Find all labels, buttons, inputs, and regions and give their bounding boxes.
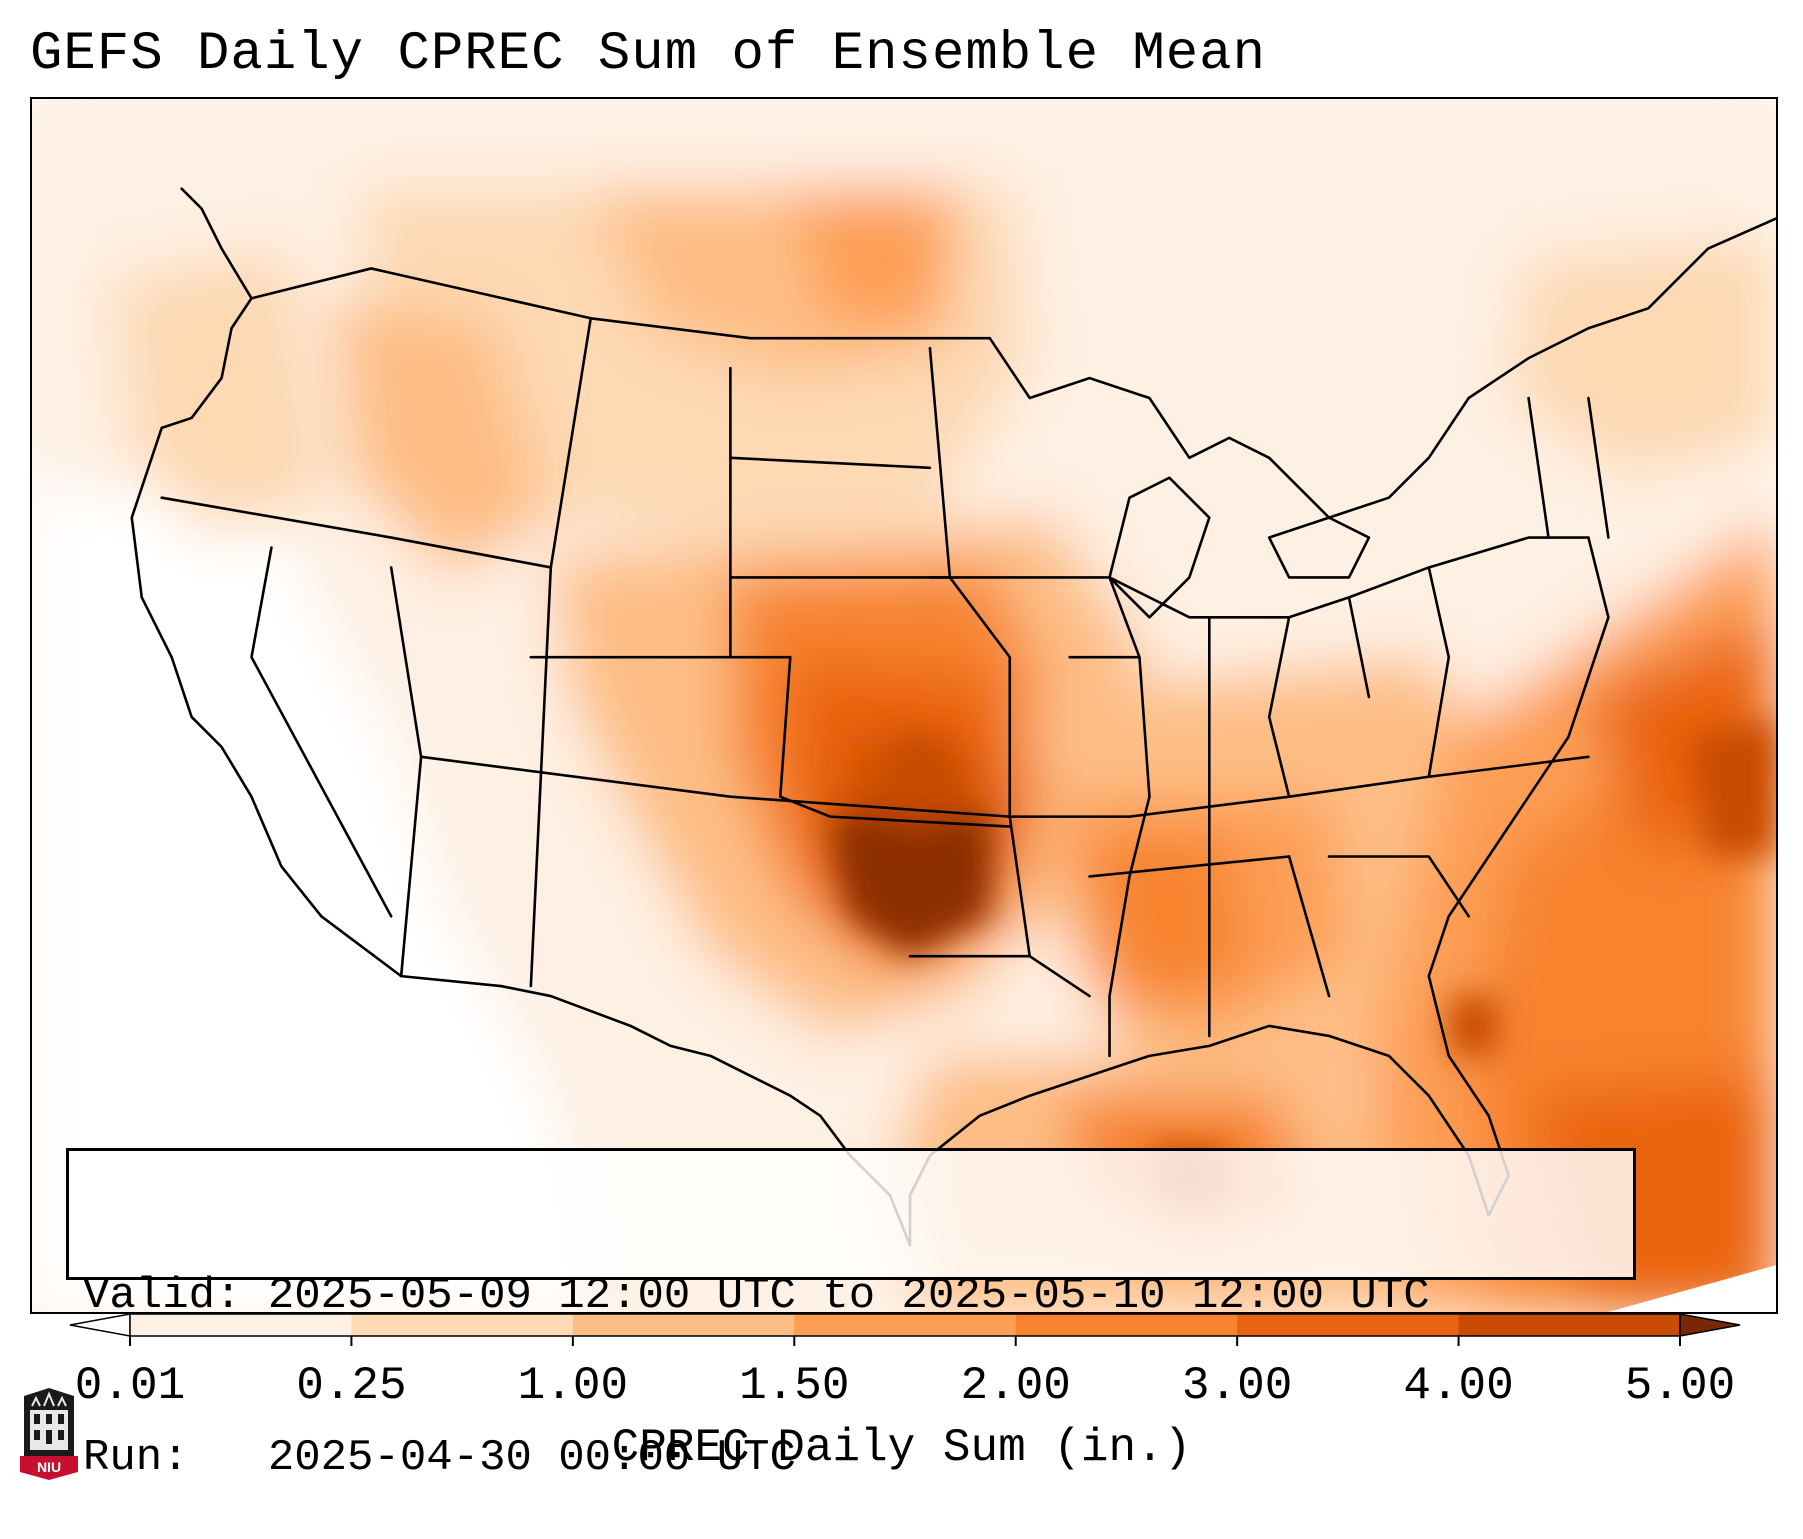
chart-title: GEFS Daily CPREC Sum of Ensemble Mean	[30, 24, 1266, 85]
colorbar-tick-label: 2.00	[960, 1360, 1071, 1412]
colorbar-tick-label: 3.00	[1181, 1360, 1293, 1412]
valid-time-text: Valid: 2025-05-09 12:00 UTC to 2025-05-1…	[83, 1271, 1430, 1321]
colorbar-tick-labels: 0.01 0.25 1.00 1.50 2.00 3.00 4.00 5.00	[0, 1358, 1803, 1418]
colorbar-tick-label: 0.01	[74, 1360, 186, 1412]
colorbar-under-arrow	[69, 1313, 131, 1337]
niu-logo: NIU	[20, 1388, 78, 1480]
colorbar-segment	[130, 1314, 352, 1336]
colorbar-tick-label: 1.00	[517, 1360, 629, 1412]
colorbar-tick-label: 5.00	[1624, 1360, 1736, 1412]
colorbar-label: CPREC Daily Sum (in.)	[611, 1422, 1192, 1474]
logo-text: NIU	[37, 1459, 61, 1475]
colorbar	[69, 1312, 1741, 1362]
validity-info-box: Valid: 2025-05-09 12:00 UTC to 2025-05-1…	[66, 1148, 1636, 1483]
colorbar-segment	[572, 1314, 795, 1336]
colorbar-tick-label: 0.25	[296, 1360, 407, 1412]
colorbar-tick-label: 4.00	[1403, 1360, 1514, 1412]
precip-field-layer	[32, 99, 1776, 1312]
colorbar-over-arrow	[1679, 1313, 1741, 1337]
colorbar-segment	[351, 1314, 574, 1336]
colorbar-segment	[1458, 1314, 1681, 1336]
colorbar-segment	[794, 1314, 1017, 1336]
run-time-text: Run: 2025-04-30 00:00 UTC	[83, 1433, 796, 1483]
colorbar-tick-label: 1.50	[739, 1360, 850, 1412]
colorbar-outline	[129, 1313, 1681, 1337]
colorbar-segment	[1237, 1314, 1460, 1336]
boundaries	[130, 187, 1776, 1247]
precip-max-layer	[830, 716, 1776, 1206]
colorbar-segment	[1015, 1314, 1238, 1336]
precipitation-map	[30, 97, 1778, 1314]
